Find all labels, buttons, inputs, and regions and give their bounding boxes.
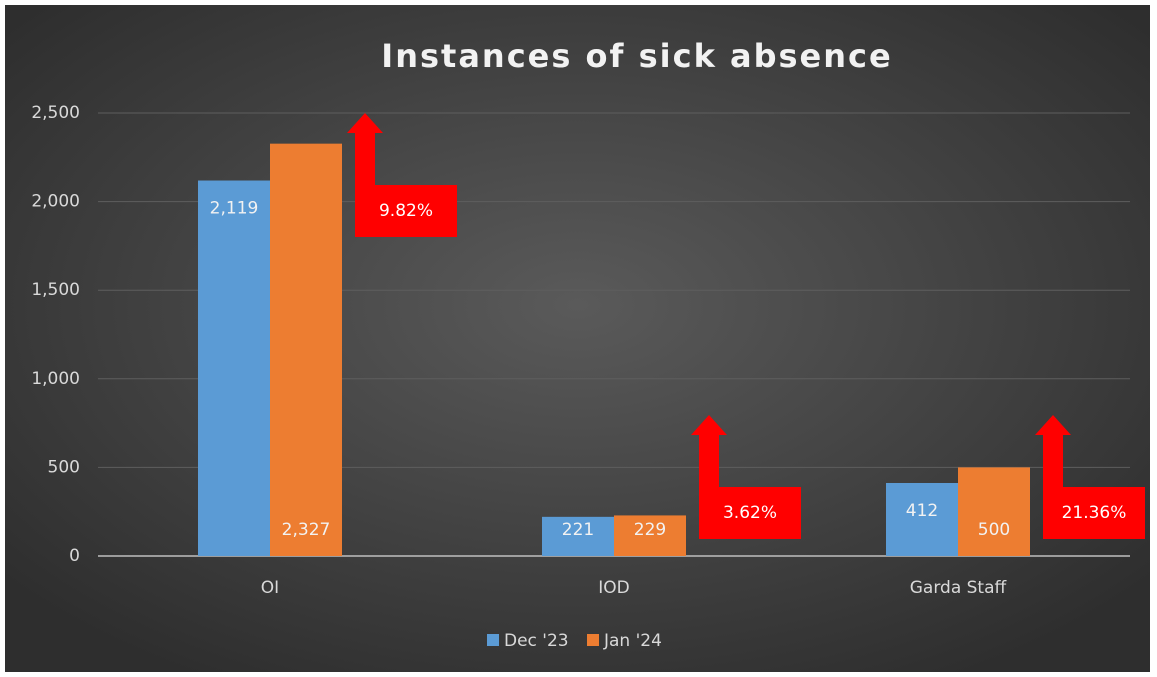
legend-swatch bbox=[487, 634, 499, 646]
chart-title: Instances of sick absence bbox=[381, 37, 892, 75]
bar bbox=[542, 516, 614, 556]
x-tick-label: Garda Staff bbox=[910, 578, 1008, 598]
legend-label: Jan '24 bbox=[603, 631, 662, 651]
legend-label: Dec '23 bbox=[504, 631, 569, 651]
chart-background bbox=[5, 5, 1150, 672]
bar bbox=[614, 515, 686, 556]
data-label: 500 bbox=[978, 520, 1010, 540]
y-tick-label: 2,000 bbox=[31, 192, 80, 212]
bar bbox=[198, 180, 270, 557]
bar bbox=[958, 467, 1030, 556]
y-tick-label: 500 bbox=[48, 457, 80, 477]
annotation: 21.36% bbox=[1062, 503, 1127, 523]
legend-swatch bbox=[587, 634, 599, 646]
annotation: 3.62% bbox=[723, 503, 777, 523]
x-tick-label: OI bbox=[261, 578, 279, 598]
data-label: 412 bbox=[906, 501, 938, 521]
bar bbox=[886, 482, 958, 556]
data-label: 221 bbox=[562, 520, 594, 540]
data-label: 2,327 bbox=[282, 520, 331, 540]
data-label: 2,119 bbox=[210, 199, 259, 219]
annotation-arrow bbox=[1035, 415, 1145, 539]
annotation-arrow bbox=[691, 415, 801, 539]
bar bbox=[270, 143, 342, 557]
annotation-arrow bbox=[347, 113, 457, 237]
y-tick-label: 2,500 bbox=[31, 103, 80, 123]
x-tick-label: IOD bbox=[598, 578, 630, 598]
y-tick-label: 1,500 bbox=[31, 280, 80, 300]
y-tick-label: 1,000 bbox=[31, 369, 80, 389]
data-label: 229 bbox=[634, 520, 666, 540]
annotation: 9.82% bbox=[379, 201, 433, 221]
y-tick-label: 0 bbox=[69, 546, 80, 566]
